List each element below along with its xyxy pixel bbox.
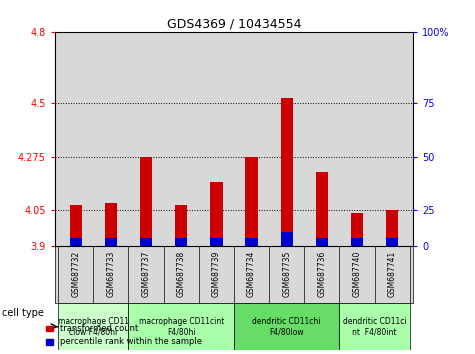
Bar [386, 238, 399, 246]
Bar [140, 157, 152, 246]
Bar [140, 238, 152, 246]
Text: GSM687734: GSM687734 [247, 250, 256, 297]
Bar [175, 238, 187, 246]
Bar [175, 205, 187, 246]
Bar [69, 238, 82, 246]
Text: GSM687738: GSM687738 [177, 250, 186, 297]
Bar [281, 232, 293, 246]
Legend: transformed count, percentile rank within the sample: transformed count, percentile rank withi… [42, 321, 205, 350]
Bar [386, 210, 399, 246]
Bar [351, 238, 363, 246]
Bar [316, 172, 328, 246]
Bar [281, 98, 293, 246]
Bar [351, 212, 363, 246]
Text: dendritic CD11chi
F4/80low: dendritic CD11chi F4/80low [252, 317, 321, 336]
Text: macrophage CD11cint
F4/80hi: macrophage CD11cint F4/80hi [139, 317, 224, 336]
Text: macrophage CD11
clow F4/80hi: macrophage CD11 clow F4/80hi [58, 317, 129, 336]
Bar [128, 303, 234, 350]
Text: GSM687741: GSM687741 [388, 250, 397, 297]
Bar [316, 238, 328, 246]
Bar [104, 203, 117, 246]
Bar [210, 238, 222, 246]
Text: GSM687733: GSM687733 [106, 250, 115, 297]
Bar [234, 303, 340, 350]
Title: GDS4369 / 10434554: GDS4369 / 10434554 [167, 18, 301, 31]
Text: dendritic CD11ci
nt  F4/80int: dendritic CD11ci nt F4/80int [343, 317, 407, 336]
Text: GSM687739: GSM687739 [212, 250, 221, 297]
Bar [246, 157, 257, 246]
Bar [246, 238, 257, 246]
Text: GSM687740: GSM687740 [352, 250, 361, 297]
Text: GSM687737: GSM687737 [142, 250, 151, 297]
Bar [69, 205, 82, 246]
Bar [340, 303, 410, 350]
Text: GSM687736: GSM687736 [317, 250, 326, 297]
Text: cell type: cell type [2, 308, 44, 318]
Bar [104, 238, 117, 246]
Bar [210, 182, 222, 246]
Bar [58, 303, 128, 350]
Text: GSM687735: GSM687735 [282, 250, 291, 297]
Text: GSM687732: GSM687732 [71, 250, 80, 297]
